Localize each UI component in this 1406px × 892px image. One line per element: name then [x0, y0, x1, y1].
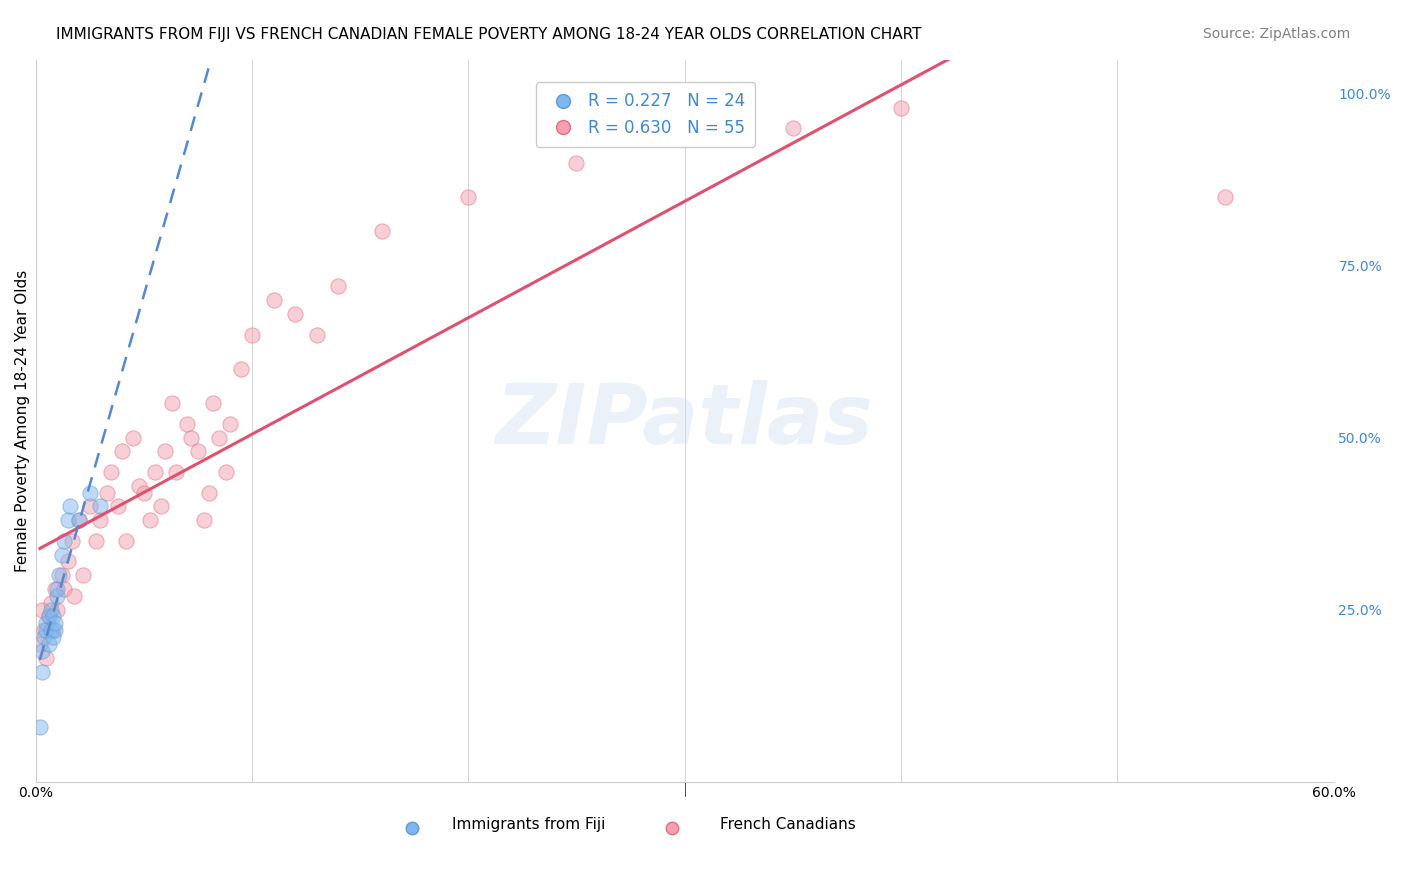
- Point: [782, 121, 804, 136]
- Point: [107, 500, 129, 514]
- Point: [32, 624, 55, 638]
- Text: IMMIGRANTS FROM FIJI VS FRENCH CANADIAN FEMALE POVERTY AMONG 18-24 YEAR OLDS COR: IMMIGRANTS FROM FIJI VS FRENCH CANADIAN …: [56, 27, 922, 42]
- Point: [197, 485, 219, 500]
- Point: [59, 500, 82, 514]
- Point: [165, 465, 187, 479]
- Point: [72, 568, 94, 582]
- Point: [100, 465, 122, 479]
- Point: [1215, 190, 1237, 204]
- Point: [201, 396, 224, 410]
- Point: [115, 533, 138, 548]
- Text: ZIPatlas: ZIPatlas: [495, 380, 873, 461]
- Point: [32, 630, 55, 644]
- Point: [46, 602, 69, 616]
- Point: [284, 307, 307, 321]
- Point: [31, 665, 53, 679]
- Point: [38, 609, 60, 624]
- Point: [96, 485, 118, 500]
- Point: [143, 465, 166, 479]
- Point: [67, 513, 90, 527]
- Point: [187, 444, 209, 458]
- Point: [39, 602, 62, 616]
- Point: [263, 293, 285, 308]
- Point: [122, 431, 145, 445]
- Point: [44, 582, 66, 596]
- Point: [457, 190, 479, 204]
- Point: [63, 589, 86, 603]
- Point: [39, 624, 62, 638]
- Point: [48, 568, 70, 582]
- Point: [28, 719, 51, 733]
- Point: [219, 417, 242, 431]
- Point: [42, 609, 65, 624]
- Point: [370, 225, 392, 239]
- Point: [139, 513, 162, 527]
- Point: [565, 155, 588, 169]
- Point: [890, 101, 912, 115]
- Point: [128, 479, 150, 493]
- Point: [51, 568, 73, 582]
- Point: [35, 624, 58, 638]
- Point: [180, 431, 202, 445]
- Point: [38, 609, 60, 624]
- Point: [160, 396, 183, 410]
- Point: [44, 624, 66, 638]
- Point: [56, 513, 79, 527]
- Point: [42, 630, 65, 644]
- Point: [215, 465, 238, 479]
- Point: [229, 362, 252, 376]
- Point: [673, 121, 696, 136]
- Text: Source: ZipAtlas.com: Source: ZipAtlas.com: [1202, 27, 1350, 41]
- Point: [193, 513, 215, 527]
- Point: [89, 513, 111, 527]
- Point: [52, 582, 75, 596]
- Point: [328, 279, 350, 293]
- Point: [89, 500, 111, 514]
- Point: [132, 485, 155, 500]
- Point: [28, 637, 51, 651]
- Y-axis label: Female Poverty Among 18-24 Year Olds: Female Poverty Among 18-24 Year Olds: [15, 269, 30, 572]
- Point: [38, 637, 60, 651]
- Point: [67, 513, 90, 527]
- Point: [79, 485, 101, 500]
- Point: [305, 327, 328, 342]
- Legend: R = 0.227   N = 24, R = 0.630   N = 55: R = 0.227 N = 24, R = 0.630 N = 55: [536, 82, 755, 146]
- Point: [31, 602, 53, 616]
- Point: [240, 327, 263, 342]
- Point: [35, 616, 58, 631]
- Point: [150, 500, 173, 514]
- Text: Immigrants from Fiji: Immigrants from Fiji: [453, 817, 606, 832]
- Point: [39, 596, 62, 610]
- Point: [46, 589, 69, 603]
- Point: [208, 431, 231, 445]
- Point: [60, 533, 83, 548]
- Point: [31, 644, 53, 658]
- Point: [35, 650, 58, 665]
- Point: [51, 548, 73, 562]
- Point: [56, 554, 79, 568]
- Point: [84, 533, 107, 548]
- Text: French Canadians: French Canadians: [720, 817, 856, 832]
- Point: [111, 444, 134, 458]
- Point: [79, 500, 101, 514]
- Point: [155, 444, 177, 458]
- Point: [176, 417, 198, 431]
- Point: [52, 533, 75, 548]
- Point: [46, 582, 69, 596]
- Point: [42, 624, 65, 638]
- Point: [44, 616, 66, 631]
